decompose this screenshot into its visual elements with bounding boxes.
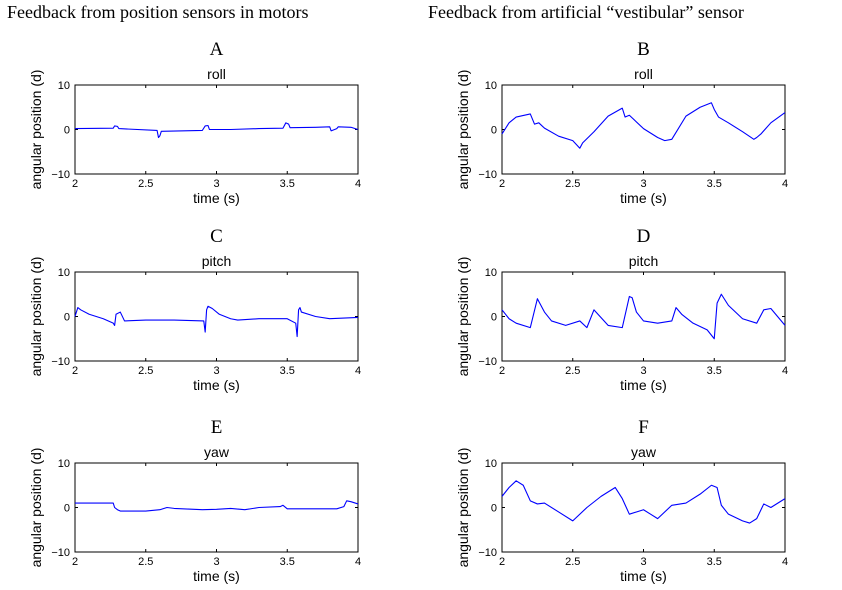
panel-title: roll [207, 66, 226, 82]
y-tick-label: −10 [478, 169, 497, 181]
y-tick-label: 10 [485, 267, 497, 279]
series-line [501, 480, 786, 524]
x-tick-label: 4 [355, 178, 361, 190]
panel-title: roll [634, 66, 653, 82]
left-column-title: Feedback from position sensors in motors [7, 2, 309, 22]
y-axis-label: angular position (d) [455, 70, 471, 190]
x-axis-label: time (s) [193, 568, 240, 584]
y-axis-label: angular position (d) [28, 70, 44, 190]
x-tick-label: 2.5 [565, 365, 580, 377]
plot-area [501, 462, 786, 553]
x-tick-label: 3 [213, 556, 219, 568]
y-tick-label: −10 [51, 356, 70, 368]
series-line [501, 293, 786, 340]
y-axis-label: angular position (d) [28, 448, 44, 568]
panel-title: yaw [631, 444, 657, 460]
x-axis-label: time (s) [620, 377, 667, 393]
x-tick-label: 3 [213, 365, 219, 377]
panel-title: yaw [204, 444, 230, 460]
x-tick-label: 2 [499, 556, 505, 568]
y-tick-label: 10 [58, 267, 70, 279]
y-tick-label: 10 [58, 80, 70, 92]
panel-letter: A [210, 39, 224, 60]
y-tick-label: 10 [58, 458, 70, 470]
x-tick-label: 2.5 [138, 556, 153, 568]
x-tick-label: 3.5 [280, 178, 295, 190]
x-axis-label: time (s) [620, 190, 667, 206]
x-tick-label: 3.5 [280, 365, 295, 377]
x-tick-label: 4 [782, 365, 788, 377]
panel-letter: D [637, 226, 651, 247]
x-tick-label: 2 [72, 365, 78, 377]
x-tick-label: 3 [213, 178, 219, 190]
x-tick-label: 3.5 [707, 365, 722, 377]
x-tick-label: 4 [355, 365, 361, 377]
x-tick-label: 2 [72, 556, 78, 568]
y-tick-label: 0 [64, 312, 70, 324]
x-tick-label: 2.5 [565, 556, 580, 568]
x-axis-label: time (s) [193, 377, 240, 393]
x-tick-label: 3 [640, 556, 646, 568]
y-tick-label: 10 [485, 458, 497, 470]
panel-title: pitch [629, 253, 659, 269]
y-axis-label: angular position (d) [455, 257, 471, 377]
x-tick-label: 3.5 [707, 556, 722, 568]
x-tick-label: 3.5 [707, 178, 722, 190]
x-tick-label: 4 [782, 556, 788, 568]
y-tick-label: 0 [64, 503, 70, 515]
y-tick-label: 0 [491, 312, 497, 324]
y-axis-label: angular position (d) [28, 257, 44, 377]
right-column-title: Feedback from artificial “vestibular” se… [428, 2, 744, 22]
series-line [75, 500, 359, 512]
panel-letter: F [638, 417, 649, 438]
x-tick-label: 3.5 [280, 556, 295, 568]
series-line [74, 305, 359, 338]
x-axis-label: time (s) [620, 568, 667, 584]
y-tick-label: 0 [491, 125, 497, 137]
plot-area [501, 271, 786, 362]
x-tick-label: 2.5 [565, 178, 580, 190]
y-tick-label: −10 [51, 169, 70, 181]
plot-area [74, 462, 359, 553]
panel-title: pitch [202, 253, 232, 269]
x-tick-label: 2.5 [138, 365, 153, 377]
y-tick-label: 10 [485, 80, 497, 92]
x-tick-label: 2.5 [138, 178, 153, 190]
y-tick-label: −10 [478, 547, 497, 559]
series-line [501, 102, 786, 149]
x-tick-label: 2 [499, 365, 505, 377]
x-tick-label: 2 [72, 178, 78, 190]
y-tick-label: 0 [491, 503, 497, 515]
series-line [74, 122, 359, 139]
x-tick-label: 2 [499, 178, 505, 190]
y-axis-label: angular position (d) [455, 448, 471, 568]
y-tick-label: −10 [51, 547, 70, 559]
x-tick-label: 3 [640, 365, 646, 377]
panel-letter: C [210, 226, 223, 247]
panel-letter: E [211, 417, 223, 438]
x-tick-label: 4 [355, 556, 361, 568]
x-axis-label: time (s) [193, 190, 240, 206]
y-tick-label: 0 [64, 125, 70, 137]
panel-letter: B [637, 39, 650, 60]
x-tick-label: 3 [640, 178, 646, 190]
plot-area [501, 84, 786, 175]
y-tick-label: −10 [478, 356, 497, 368]
x-tick-label: 4 [782, 178, 788, 190]
